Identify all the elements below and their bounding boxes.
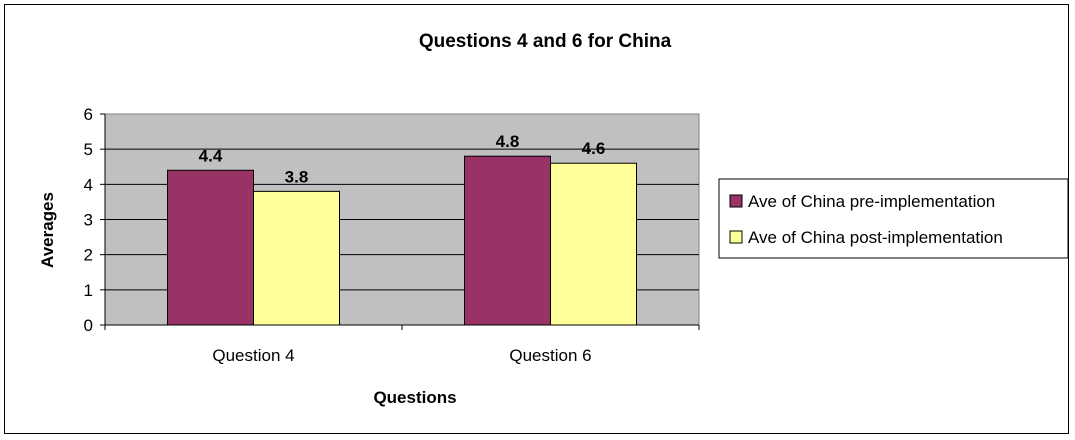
y-axis-title: Averages — [38, 192, 57, 268]
y-tick-label-3: 3 — [84, 211, 93, 230]
legend-swatch-2 — [729, 230, 743, 244]
bar-1-1 — [167, 169, 254, 326]
data-label-2-2: 4.6 — [582, 139, 606, 158]
data-label-2-1: 3.8 — [285, 167, 309, 186]
plot-area: 0 1 2 3 4 5 6 4.4 3.8 Question 4 4.8 4.6 Question 6 — [84, 105, 700, 365]
bar-2-2 — [550, 162, 637, 326]
y-tick-label-2: 2 — [84, 246, 93, 265]
y-tick-label-4: 4 — [84, 175, 93, 194]
y-tick-label-1: 1 — [84, 281, 93, 300]
x-tick-label-1: Question 4 — [212, 346, 294, 365]
bar-1-2 — [464, 155, 551, 326]
x-axis-title: Questions — [373, 388, 456, 407]
legend: Ave of China pre-implementation Ave of Ch… — [718, 178, 1069, 259]
legend-box — [718, 178, 1069, 259]
y-tick-label-6: 6 — [84, 105, 93, 124]
x-tick-label-2: Question 6 — [509, 346, 591, 365]
data-label-1-2: 4.8 — [496, 132, 520, 151]
bar-2-1 — [253, 190, 340, 326]
chart-title: Questions 4 and 6 for China — [419, 31, 672, 52]
legend-label-2: Ave of China post-implementation — [748, 228, 1003, 247]
legend-label-1: Ave of China pre-implementation — [748, 192, 995, 211]
legend-swatch-1 — [729, 194, 743, 208]
y-tick-label-5: 5 — [84, 140, 93, 159]
y-tick-label-0: 0 — [84, 316, 93, 335]
data-label-1-1: 4.4 — [199, 146, 223, 165]
